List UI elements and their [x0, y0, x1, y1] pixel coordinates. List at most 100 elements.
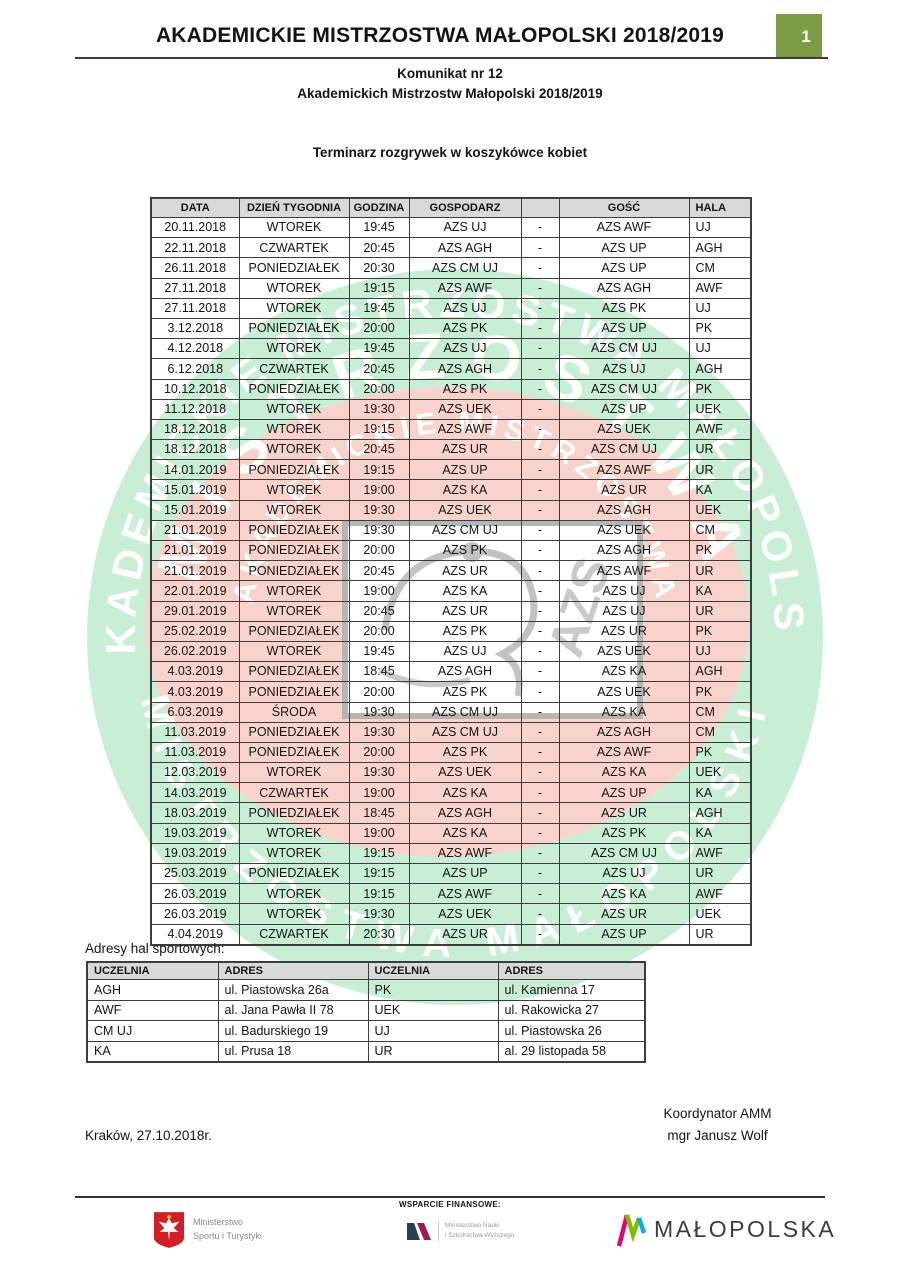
- cell-date: 22.11.2018: [150, 237, 240, 259]
- schedule-row: 20.11.2018 WTOREK 19:45 AZS UJ - AZS AWF…: [150, 216, 752, 239]
- cell-hall: KA: [688, 580, 752, 602]
- cell-date: 21.01.2019: [150, 560, 240, 582]
- schedule-row: 10.12.2018 PONIEDZIAŁEK 20:00 AZS PK - A…: [150, 378, 752, 400]
- cell-guest: AZS KA: [558, 762, 690, 784]
- cell-host: AZS PK: [408, 539, 522, 562]
- cell-host: AZS AGH: [408, 802, 522, 824]
- cell-uczelnia-1: KA: [86, 1040, 219, 1063]
- address-row: AWF al. Jana Pawła II 78 UEK ul. Rakowic…: [86, 999, 646, 1021]
- schedule-row: 15.01.2019 WTOREK 19:00 AZS KA - AZS UR …: [150, 479, 752, 501]
- cell-guest: AZS UEK: [558, 519, 690, 542]
- cell-date: 22.01.2019: [150, 580, 240, 602]
- col-header-day: DZIEŃ TYGODNIA: [238, 197, 350, 218]
- cell-guest: AZS UJ: [558, 358, 690, 380]
- cell-date: 26.03.2019: [150, 883, 240, 905]
- cell-separator: -: [520, 842, 560, 865]
- cell-day: WTOREK: [238, 822, 350, 844]
- address-row: KA ul. Prusa 18 UR al. 29 listopada 58: [86, 1040, 646, 1063]
- schedule-table: DATA DZIEŃ TYGODNIA GODZINA GOSPODARZ GO…: [150, 197, 752, 946]
- cell-guest: AZS UJ: [558, 862, 690, 885]
- ministry-science-line2: i Szkolnictwa Wyższego: [445, 1232, 515, 1239]
- cell-separator: -: [520, 459, 560, 481]
- cell-date: 14.01.2019: [150, 459, 240, 481]
- cell-day: WTOREK: [238, 842, 350, 865]
- cell-hall: AGH: [688, 237, 752, 259]
- cell-date: 11.03.2019: [150, 721, 240, 743]
- cell-day: WTOREK: [238, 216, 350, 239]
- schedule-row: 6.12.2018 CZWARTEK 20:45 AZS AGH - AZS U…: [150, 358, 752, 380]
- schedule-row: 21.01.2019 PONIEDZIAŁEK 19:30 AZS CM UJ …: [150, 519, 752, 542]
- cell-host: AZS AWF: [408, 418, 522, 441]
- cell-separator: -: [520, 721, 560, 743]
- cell-date: 6.12.2018: [150, 358, 240, 380]
- cell-hall: AGH: [688, 802, 752, 824]
- cell-day: ŚRODA: [238, 701, 350, 723]
- cell-day: PONIEDZIAŁEK: [238, 519, 350, 542]
- cell-host: AZS AGH: [408, 237, 522, 259]
- cell-day: PONIEDZIAŁEK: [238, 802, 350, 824]
- schedule-row: 11.03.2019 PONIEDZIAŁEK 20:00 AZS PK - A…: [150, 741, 752, 764]
- cell-separator: -: [520, 237, 560, 259]
- cell-time: 19:00: [348, 580, 410, 602]
- cell-separator: -: [520, 681, 560, 703]
- ministry-science-line1: Ministerstwo Nauki: [445, 1222, 500, 1230]
- cell-separator: -: [520, 560, 560, 582]
- cell-date: 26.02.2019: [150, 640, 240, 663]
- cell-adres-2: ul. Kamienna 17: [497, 979, 646, 1001]
- cell-date: 3.12.2018: [150, 317, 240, 340]
- cell-guest: AZS UR: [558, 620, 690, 642]
- cell-host: AZS KA: [408, 479, 522, 501]
- cell-guest: AZS UP: [558, 782, 690, 804]
- cell-separator: -: [520, 661, 560, 683]
- malopolska-logo: MAŁOPOLSKA: [616, 1210, 836, 1248]
- schedule-row: 18.12.2018 WTOREK 19:15 AZS AWF - AZS UE…: [150, 418, 752, 441]
- cell-host: AZS KA: [408, 580, 522, 602]
- cell-host: AZS CM UJ: [408, 519, 522, 542]
- cell-hall: PK: [688, 741, 752, 764]
- cell-date: 18.12.2018: [150, 418, 240, 441]
- cell-adres-1: al. Jana Pawła II 78: [217, 999, 369, 1021]
- cell-separator: -: [520, 600, 560, 622]
- cell-uczelnia-2: UEK: [367, 999, 499, 1021]
- cell-adres-1: ul. Piastowska 26a: [217, 979, 369, 1001]
- cell-guest: AZS UP: [558, 237, 690, 259]
- cell-day: WTOREK: [238, 762, 350, 784]
- cell-date: 4.04.2019: [150, 923, 240, 946]
- cell-separator: -: [520, 802, 560, 824]
- col-header-hall: HALA: [688, 197, 752, 218]
- cell-separator: -: [520, 216, 560, 239]
- cell-guest: AZS AGH: [558, 721, 690, 743]
- cell-guest: AZS UR: [558, 479, 690, 501]
- cell-separator: -: [520, 782, 560, 804]
- cell-separator: -: [520, 358, 560, 380]
- cell-separator: -: [520, 862, 560, 885]
- cell-host: AZS PK: [408, 317, 522, 340]
- cell-hall: UJ: [688, 216, 752, 239]
- cell-time: 19:00: [348, 822, 410, 844]
- cell-day: PONIEDZIAŁEK: [238, 681, 350, 703]
- cell-uczelnia-1: AGH: [86, 979, 219, 1001]
- cell-guest: AZS PK: [558, 822, 690, 844]
- schedule-row: 25.03.2019 PONIEDZIAŁEK 19:15 AZS UP - A…: [150, 862, 752, 885]
- document-title: AKADEMICKIE MISTRZOSTWA MAŁOPOLSKI 2018/…: [155, 24, 725, 47]
- malopolska-m-icon: [616, 1214, 646, 1247]
- ministry-sport-line2: Sportu i Turystyki: [193, 1231, 263, 1241]
- cell-separator: -: [520, 580, 560, 602]
- cell-host: AZS PK: [408, 620, 522, 642]
- cell-host: AZS UEK: [408, 903, 522, 925]
- cell-date: 20.11.2018: [150, 216, 240, 239]
- cell-hall: CM: [688, 519, 752, 542]
- section-title: Terminarz rozgrywek w koszykówce kobiet: [312, 145, 588, 160]
- cell-date: 4.12.2018: [150, 338, 240, 360]
- schedule-row: 22.11.2018 CZWARTEK 20:45 AZS AGH - AZS …: [150, 237, 752, 259]
- cell-time: 19:15: [348, 418, 410, 441]
- cell-separator: -: [520, 822, 560, 844]
- cell-day: WTOREK: [238, 277, 350, 299]
- cell-hall: UJ: [688, 640, 752, 663]
- cell-time: 19:00: [348, 782, 410, 804]
- cell-hall: UJ: [688, 338, 752, 360]
- cell-date: 21.01.2019: [150, 539, 240, 562]
- cell-guest: AZS UP: [558, 923, 690, 946]
- cell-hall: KA: [688, 479, 752, 501]
- cell-guest: AZS UEK: [558, 681, 690, 703]
